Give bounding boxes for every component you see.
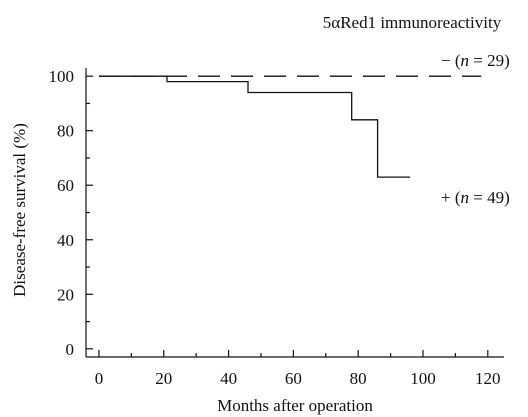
y-axis-label: Disease-free survival (%) [10,123,29,297]
x-tick-label: 120 [475,369,501,388]
x-tick-label: 20 [155,369,172,388]
series-group [99,75,482,178]
y-tick-label: 80 [57,122,74,141]
annotation-negative-n: n [461,51,470,70]
y-tick-label: 100 [49,67,75,86]
x-axis-label: Months after operation [217,396,373,415]
x-tick-label: 80 [350,369,367,388]
y-tick-label: 20 [57,285,74,304]
x-tick-label: 0 [95,369,104,388]
x-tick-label: 40 [220,369,237,388]
annotation-positive-rest: = 49) [469,188,510,207]
annotation-negative-prefix: − ( [441,51,461,70]
annotation-negative: − (n = 29) [441,51,510,70]
annotation-positive-prefix: + ( [441,188,461,207]
annotation-positive: + (n = 49) [441,188,510,207]
x-tick-label: 60 [285,369,302,388]
x-ticks: 0 20 40 60 80 100 120 [95,350,501,388]
annotation-negative-rest: = 29) [469,51,510,70]
y-tick-label: 0 [66,340,75,359]
x-tick-label: 100 [410,369,436,388]
annotation-positive-n: n [461,188,470,207]
y-ticks: 0 20 40 60 80 100 [49,67,93,359]
y-tick-label: 60 [57,176,74,195]
y-tick-label: 40 [57,231,74,250]
series-positive-line [99,75,410,178]
chart-title: 5αRed1 immunoreactivity [323,13,502,32]
